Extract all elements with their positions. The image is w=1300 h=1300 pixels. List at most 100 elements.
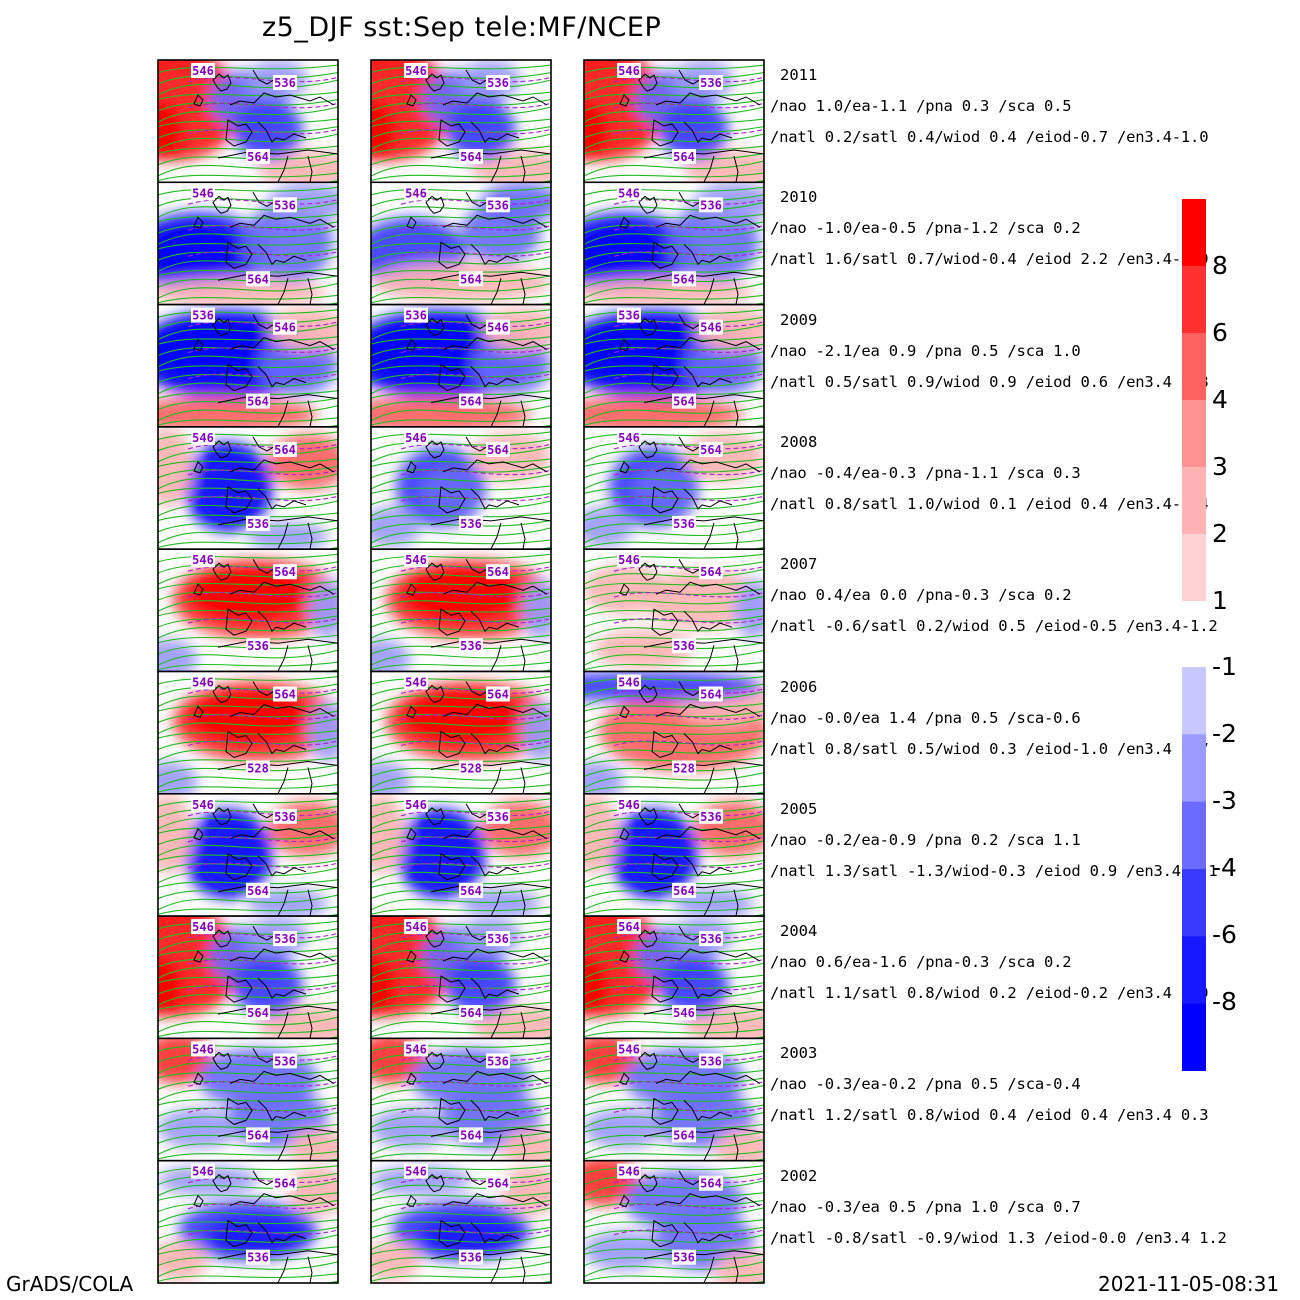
map-panel: 546 564 528 <box>370 670 552 795</box>
contour-label: 564 <box>699 686 723 702</box>
contour-label: 546 <box>617 674 641 690</box>
contour-label: 536 <box>617 307 641 323</box>
svg-text:536: 536 <box>274 810 296 824</box>
colorbar-negative <box>1182 667 1206 1071</box>
sst-indices: /natl -0.8/satl -0.9/wiod 1.3 /eiod-0.0 … <box>770 1228 1227 1247</box>
contour-label: 546 <box>617 1041 641 1057</box>
svg-text:546: 546 <box>618 431 640 445</box>
contour-label: 546 <box>191 1163 215 1179</box>
contour-label: 546 <box>617 552 641 568</box>
coastline <box>619 69 764 183</box>
svg-text:536: 536 <box>673 517 695 531</box>
map-panel: 546 536 564 <box>157 792 339 917</box>
coastline <box>193 803 338 917</box>
contour-label: 546 <box>404 919 428 935</box>
svg-text:536: 536 <box>700 1054 722 1068</box>
map-panel: 564 536 546 <box>583 915 765 1040</box>
contour-label: 546 <box>672 1005 696 1021</box>
sst-indices: /natl 0.8/satl 0.5/wiod 0.3 /eiod-1.0 /e… <box>770 739 1209 758</box>
coastline <box>406 681 551 794</box>
contour-label: 546 <box>191 185 215 201</box>
map-panel: 546 536 564 <box>370 59 552 184</box>
contour-label: 528 <box>459 760 483 776</box>
coastline <box>619 1170 764 1283</box>
svg-text:546: 546 <box>618 553 640 567</box>
svg-text:564: 564 <box>700 688 722 702</box>
colorbar-segment <box>1182 266 1206 334</box>
svg-text:536: 536 <box>487 810 509 824</box>
contour-label: 546 <box>191 674 215 690</box>
svg-text:564: 564 <box>487 443 509 457</box>
map-panel: 546 564 528 <box>583 670 765 795</box>
svg-text:546: 546 <box>405 676 427 690</box>
colorbar-tick-label: -4 <box>1212 853 1237 882</box>
contour-label: 564 <box>486 1175 510 1191</box>
contour-label: 536 <box>486 808 510 824</box>
teleconnection-indices: /nao -0.3/ea 0.5 /pna 1.0 /sca 0.7 <box>770 1197 1081 1216</box>
contour-label: 536 <box>699 931 723 947</box>
geopotential-contours <box>371 920 551 1039</box>
map-panel: 546 536 564 <box>157 915 339 1040</box>
colorbar-tick-label: 4 <box>1212 385 1228 414</box>
svg-text:536: 536 <box>247 639 269 653</box>
teleconnection-indices: /nao 0.4/ea 0.0 /pna-0.3 /sca 0.2 <box>770 586 1072 605</box>
contour-label: 564 <box>617 919 641 935</box>
anomaly-shading <box>158 307 338 427</box>
contour-label: 536 <box>404 307 428 323</box>
contour-label: 564 <box>246 393 270 409</box>
contour-label: 546 <box>191 796 215 812</box>
contour-label: 536 <box>459 638 483 654</box>
teleconnection-indices: /nao 1.0/ea-1.1 /pna 0.3 /sca 0.5 <box>770 97 1072 115</box>
teleconnection-indices: /nao 0.6/ea-1.6 /pna-0.3 /sca 0.2 <box>770 953 1072 972</box>
svg-text:546: 546 <box>618 186 640 200</box>
svg-text:564: 564 <box>460 884 482 898</box>
svg-text:546: 546 <box>405 798 427 812</box>
svg-text:536: 536 <box>700 932 722 946</box>
contour-label: 564 <box>459 149 483 164</box>
contour-label: 546 <box>404 63 428 78</box>
svg-text:564: 564 <box>247 395 269 409</box>
svg-text:536: 536 <box>247 1251 269 1265</box>
map-panel: 546 536 564 <box>583 1037 765 1162</box>
svg-text:536: 536 <box>274 76 296 90</box>
coastline <box>193 192 338 305</box>
coastline <box>406 192 551 305</box>
coastline <box>193 314 338 427</box>
svg-text:564: 564 <box>460 150 482 164</box>
contour-label: 564 <box>672 271 696 287</box>
svg-text:546: 546 <box>192 920 214 934</box>
svg-text:546: 546 <box>618 798 640 812</box>
contour-label: 536 <box>486 197 510 213</box>
svg-text:564: 564 <box>460 395 482 409</box>
colorbar-segment <box>1182 534 1206 601</box>
map-panel: 546 564 536 <box>157 426 339 550</box>
colorbar-tick-label: -2 <box>1212 719 1237 748</box>
colorbar-segment <box>1182 467 1206 535</box>
svg-text:564: 564 <box>487 688 509 702</box>
sst-indices: /natl -0.6/satl 0.2/wiod 0.5 /eiod-0.5 /… <box>770 617 1218 636</box>
contour-label: 546 <box>404 674 428 690</box>
coastline <box>619 1048 764 1161</box>
contour-label: 546 <box>617 63 641 78</box>
svg-text:546: 546 <box>405 64 427 78</box>
svg-text:546: 546 <box>405 186 427 200</box>
panel-frame <box>583 1159 765 1284</box>
contour-label: 536 <box>486 75 510 90</box>
svg-text:564: 564 <box>247 1128 269 1142</box>
contour-label: 536 <box>672 515 696 531</box>
sst-indices: /natl 1.6/satl 0.7/wiod-0.4 /eiod 2.2 /e… <box>770 250 1209 269</box>
contour-label: 546 <box>404 796 428 812</box>
colorbar-tick-label: -3 <box>1212 786 1237 815</box>
svg-text:564: 564 <box>673 395 695 409</box>
colorbar-segment <box>1182 734 1206 803</box>
svg-text:564: 564 <box>274 443 296 457</box>
svg-text:564: 564 <box>274 688 296 702</box>
contour-label: 536 <box>273 1053 297 1069</box>
svg-text:564: 564 <box>247 272 269 286</box>
map-panel: 546 564 536 <box>157 548 339 673</box>
colorbar-tick-label: 2 <box>1212 519 1228 548</box>
svg-text:546: 546 <box>192 431 214 445</box>
svg-text:546: 546 <box>487 321 509 335</box>
svg-text:546: 546 <box>192 1042 214 1056</box>
map-panel: 546 564 536 <box>370 548 552 673</box>
